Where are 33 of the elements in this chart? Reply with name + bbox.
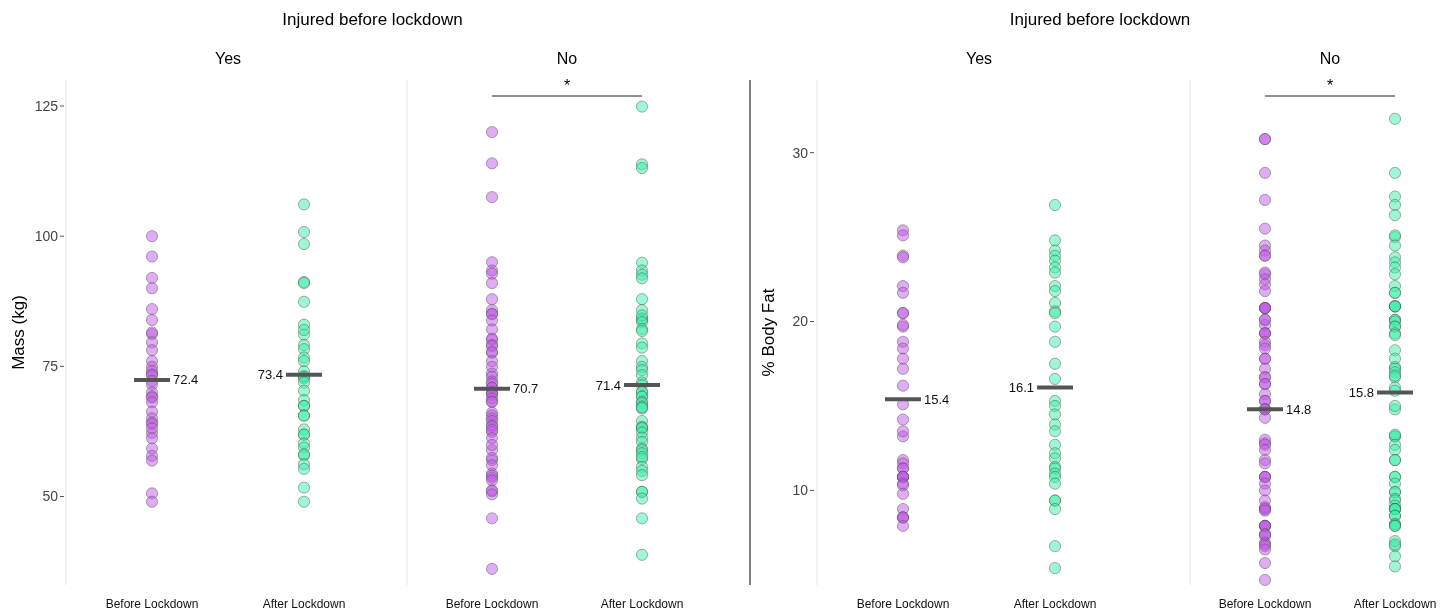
chart-title: Injured before lockdown [282,10,463,29]
y-axis-title: Mass (kg) [9,295,28,370]
ref-line-label: 72.4 [173,372,199,388]
chart-subtitle: No [1319,50,1341,67]
ref-line-label: 16.1 [1008,379,1034,395]
chart-title: Injured before lockdown [1009,10,1191,29]
y-tick-label: 125 [34,97,59,114]
annotation: * [1326,77,1334,94]
x-tick-label: Before Lockdown [445,597,539,611]
ref-line-label: 71.4 [595,377,621,393]
x-tick-label: Before Lockdown [856,597,950,611]
chart-subtitle: Yes [214,50,242,67]
chart-subtitle: No [556,50,578,67]
y-tick-label: 100 [34,228,59,245]
ref-line-label: 73.4 [257,367,283,383]
y-tick-label: 50 [42,488,59,505]
y-tick-label: 30 [792,144,809,161]
x-tick-label: Before Lockdown [105,597,199,611]
ref-line-label: 70.7 [513,381,539,397]
y-tick-label: 10 [792,482,809,499]
ref-line-label: 14.8 [1286,401,1312,417]
chart-subtitle: Yes [965,50,993,67]
x-tick-label: Before Lockdown [1218,597,1312,611]
y-tick-label: 20 [792,313,809,330]
annotation: * [563,77,571,94]
x-tick-label: After Lockdown [1013,597,1097,611]
y-tick-label: 75 [42,358,59,375]
x-tick-label: After Lockdown [1353,597,1437,611]
x-tick-label: After Lockdown [262,597,346,611]
ref-line-label: 15.4 [924,391,950,407]
y-axis-title: % Body Fat [759,288,778,377]
ref-line-label: 15.8 [1348,385,1374,401]
x-tick-label: After Lockdown [600,597,684,611]
